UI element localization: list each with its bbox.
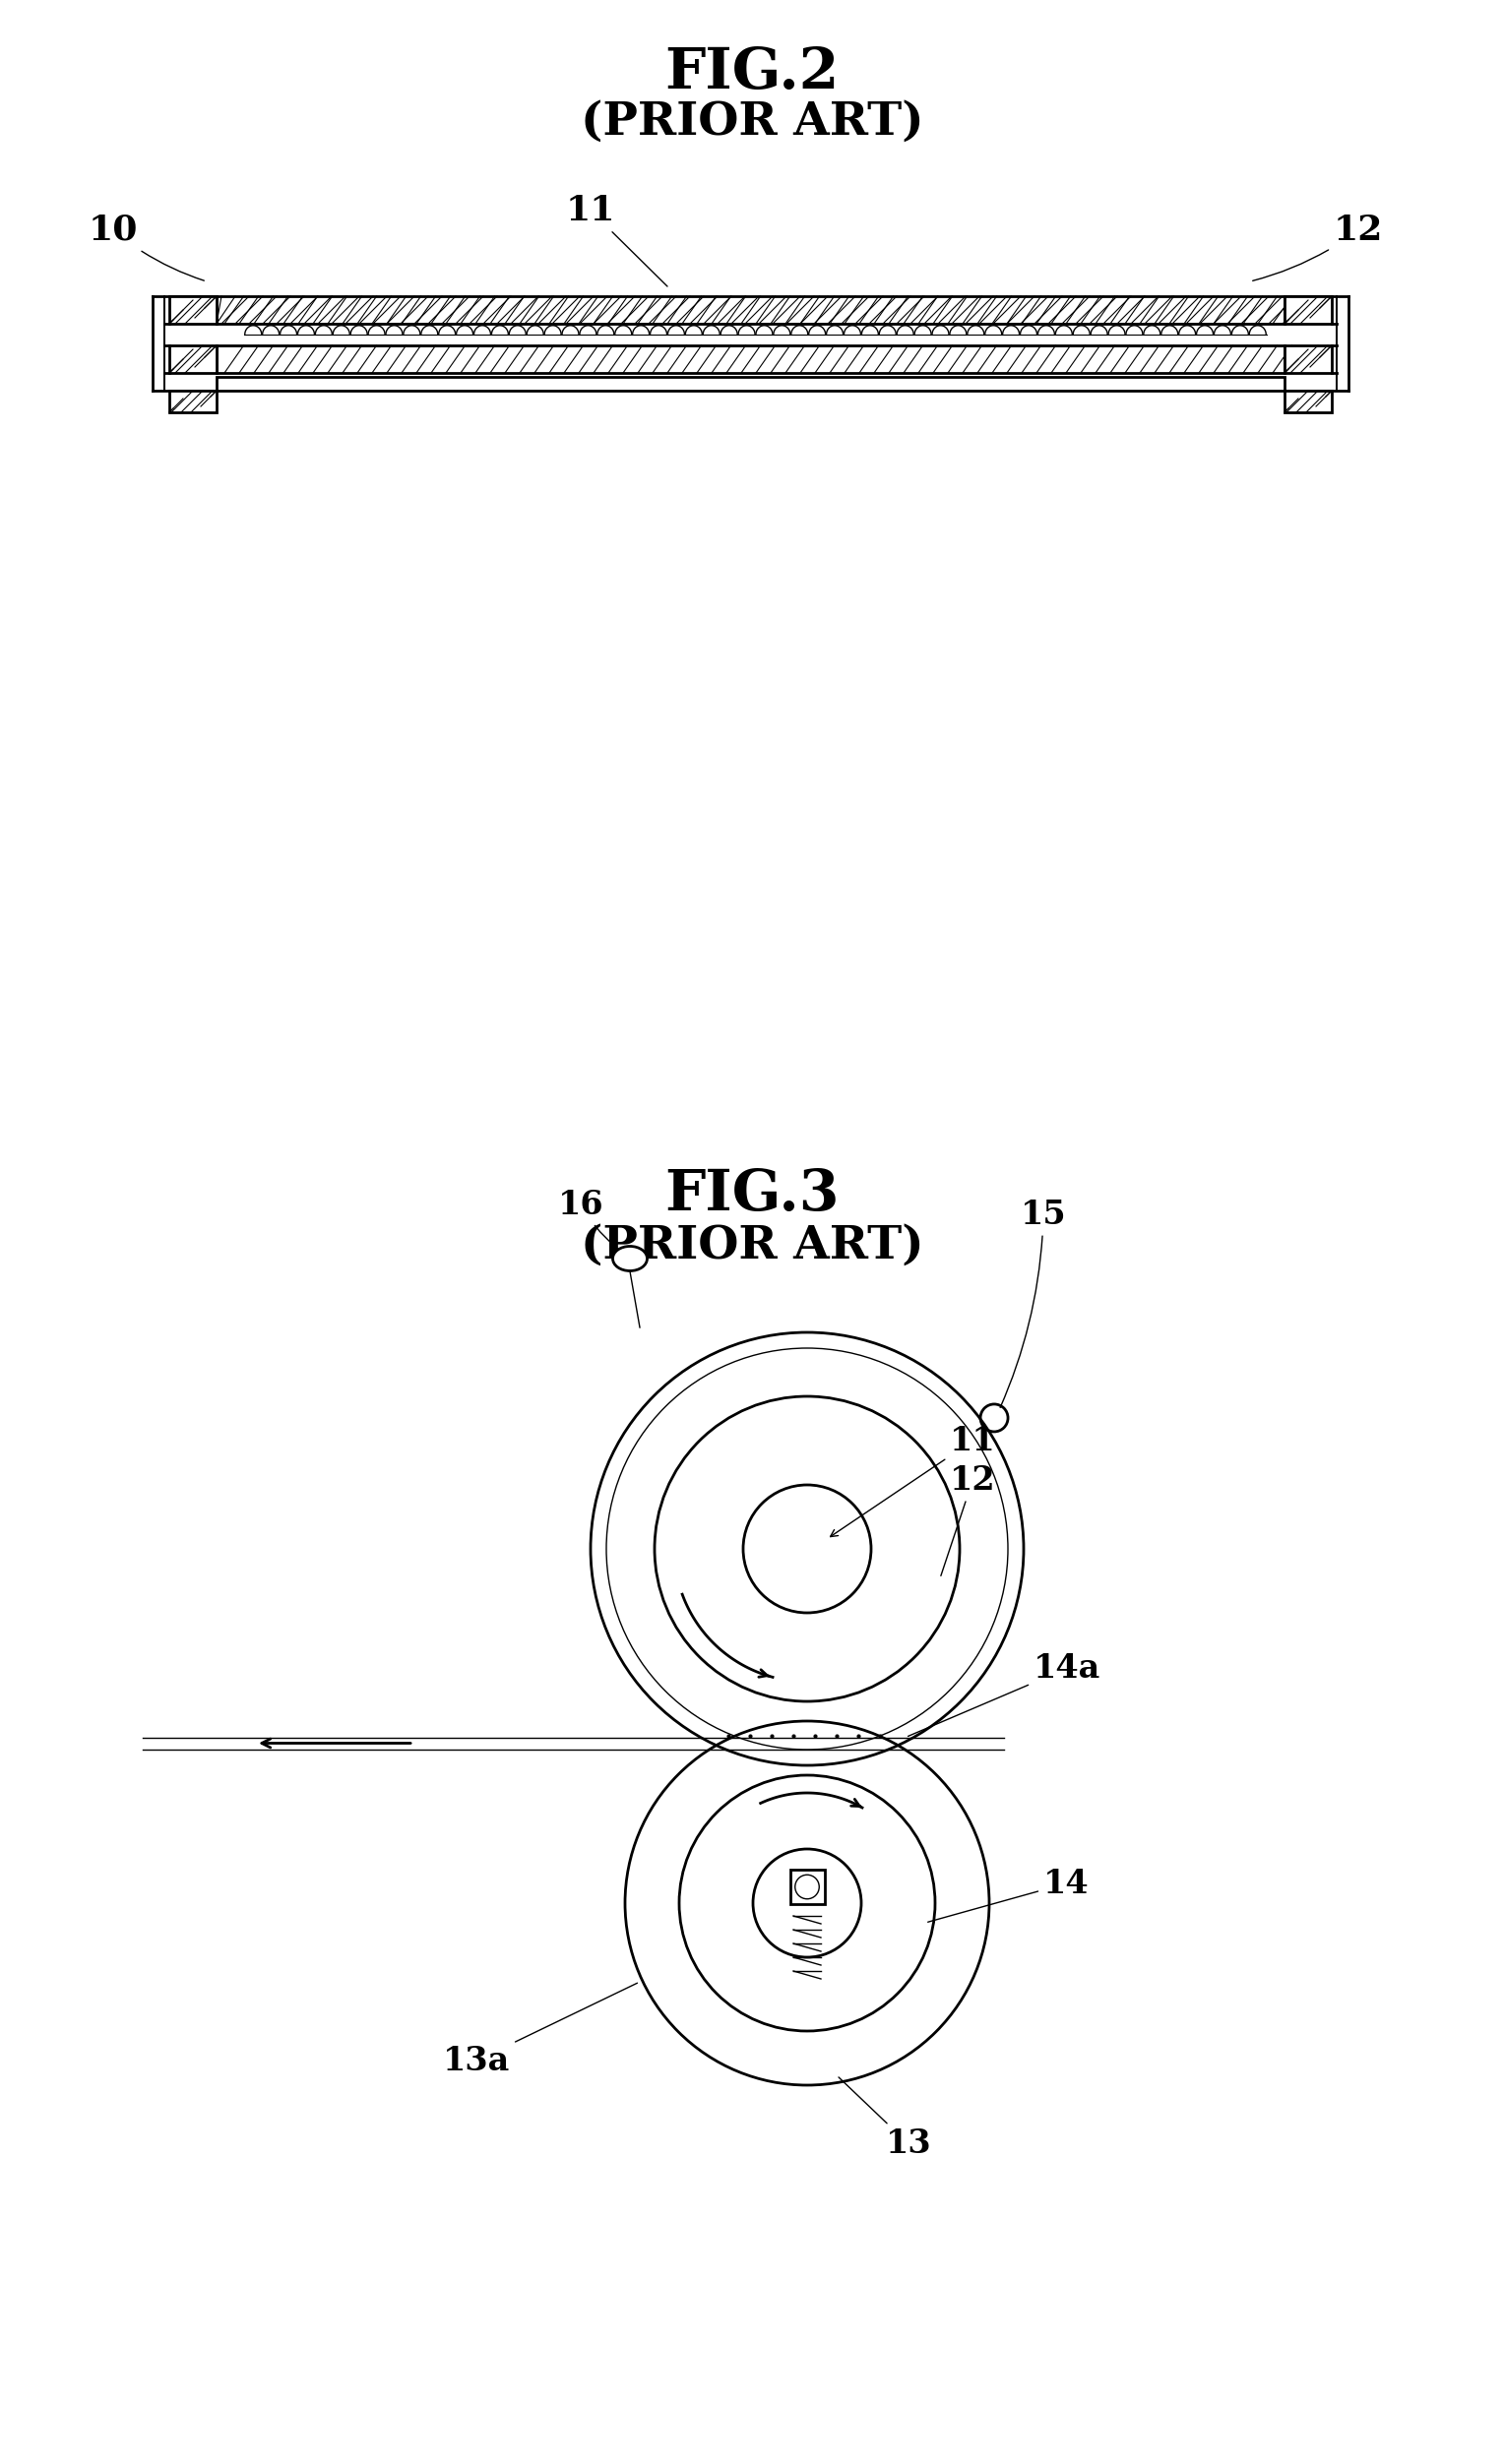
Bar (170, 296, 217, 323)
Text: (PRIOR ART): (PRIOR ART) (581, 1222, 923, 1269)
Bar (170, 345, 217, 372)
Text: 11: 11 (566, 195, 668, 286)
Bar (217, 296, 1284, 323)
Text: FIG.3: FIG.3 (665, 1168, 839, 1222)
Bar (1284, 392, 1331, 411)
Bar (1284, 345, 1331, 372)
Bar (217, 323, 1284, 345)
Text: 12: 12 (1253, 214, 1384, 281)
Text: 13: 13 (839, 2077, 932, 2161)
Text: 15: 15 (1000, 1198, 1066, 1407)
Bar (1284, 296, 1331, 323)
Bar (217, 345, 1284, 372)
Text: (PRIOR ART): (PRIOR ART) (581, 99, 923, 145)
Text: FIG.2: FIG.2 (665, 44, 839, 101)
Bar (170, 392, 217, 411)
Bar (217, 377, 1284, 392)
Ellipse shape (612, 1247, 647, 1271)
Text: 12: 12 (942, 1464, 996, 1577)
Text: 14a: 14a (908, 1653, 1101, 1737)
Bar (790, 1870, 824, 1905)
Text: 10: 10 (89, 214, 205, 281)
Text: 16: 16 (558, 1188, 618, 1249)
Text: 11: 11 (830, 1424, 996, 1538)
Text: 14: 14 (928, 1868, 1089, 1922)
Text: 13a: 13a (444, 1984, 638, 2077)
